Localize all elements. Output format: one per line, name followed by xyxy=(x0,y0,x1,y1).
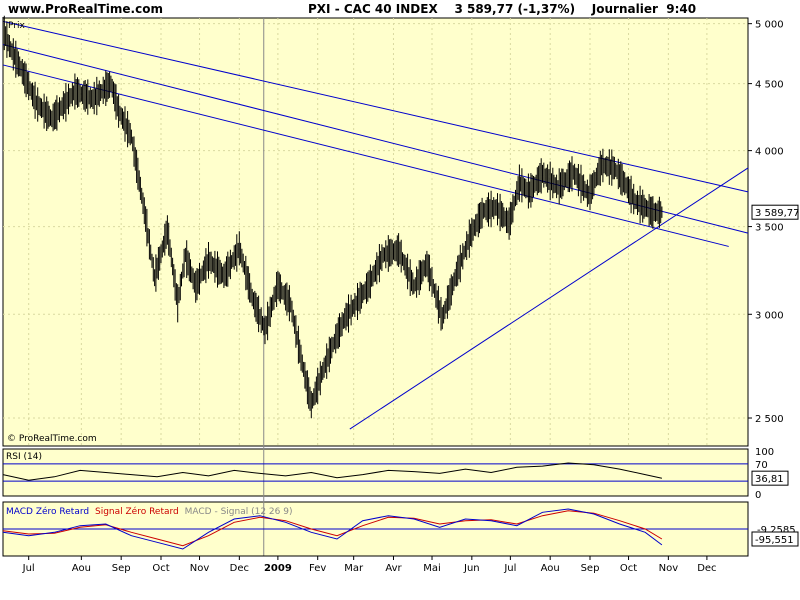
copyright-label: © ProRealTime.com xyxy=(7,434,97,444)
time-tick-label: Avr xyxy=(385,563,402,574)
rsi-last-box xyxy=(751,470,789,486)
price-change: (-1,37%) xyxy=(517,2,576,16)
rsi-tick-label: 0 xyxy=(755,490,761,501)
price-grid xyxy=(3,18,748,556)
macd-legend: MACD Zéro Retard Signal Zéro Retard MACD… xyxy=(6,506,292,517)
time-tick-label: Jul xyxy=(503,563,516,574)
macd-last-label: -95,551 xyxy=(755,535,794,546)
time-tick-label: Sep xyxy=(581,563,600,574)
time-tick-label: Aou xyxy=(541,563,560,574)
time-tick-label: Dec xyxy=(230,563,249,574)
time-tick-label: 2009 xyxy=(264,563,292,574)
rsi-tick-label: 70 xyxy=(755,460,768,471)
time-tick-label: Sep xyxy=(112,563,131,574)
trendline xyxy=(2,20,749,193)
rsi-indicator: 0307010036,81 xyxy=(2,447,789,501)
instrument-title: PXI - CAC 40 INDEX 3 589,77 (-1,37%) Jou… xyxy=(308,2,696,16)
time-tick-label: Nov xyxy=(190,563,210,574)
trendlines xyxy=(2,20,749,430)
time-tick-label: Dec xyxy=(697,563,716,574)
price-tick-label: 3 500 xyxy=(755,223,784,234)
macd-indicator: -9,2585-95,551 xyxy=(2,508,799,550)
price-panel xyxy=(2,17,749,447)
time-tick-label: Oct xyxy=(152,563,169,574)
time-tick-label: Fev xyxy=(309,563,326,574)
macd-signal-line xyxy=(2,510,663,547)
rsi-label: RSI (14) xyxy=(6,452,42,462)
price-tick-label: 4 000 xyxy=(755,147,784,158)
time-tick-label: Jul xyxy=(22,563,35,574)
price-tick-label: 2 500 xyxy=(755,414,784,425)
price-label: Prix xyxy=(8,21,25,31)
price-tick-label: 4 500 xyxy=(755,80,784,91)
chart-header: www.ProRealTime.com PXI - CAC 40 INDEX 3… xyxy=(0,0,800,18)
price-series-line xyxy=(2,15,663,419)
rsi-last-label: 36,81 xyxy=(755,474,784,485)
macd-legend-diff: MACD - Signal (12 26 9) xyxy=(185,507,293,517)
time-label: 9:40 xyxy=(666,2,697,16)
site-name: www.ProRealTime.com xyxy=(8,2,163,16)
time-tick-label: Oct xyxy=(620,563,637,574)
instrument-name: PXI - CAC 40 INDEX xyxy=(308,2,438,16)
trendline xyxy=(2,44,749,234)
price-axis: 2 500 3 000 3 500 4 000 4 500 5 000 xyxy=(748,20,784,425)
price-tick-label: 3 000 xyxy=(755,310,784,321)
trendline xyxy=(2,64,729,247)
time-tick-label: Mai xyxy=(423,563,441,574)
last-price: 3 589,77 xyxy=(454,2,514,16)
rsi-tick-label: 100 xyxy=(755,447,774,458)
macd-line xyxy=(2,508,663,550)
macd-last-box xyxy=(751,531,799,547)
time-tick-label: Mar xyxy=(344,563,364,574)
time-tick-label: Jun xyxy=(463,563,480,574)
rsi-line xyxy=(2,462,663,481)
macd-legend-macd: MACD Zéro Retard xyxy=(6,506,89,517)
macd-legend-signal: Signal Zéro Retard xyxy=(95,506,179,517)
time-axis: Jul Aou Sep Oct Nov Dec 2009 Fev Mar Avr Mai Jun Jul… xyxy=(3,555,748,574)
last-value-marker: 3 589,77 xyxy=(751,204,800,220)
time-tick-label: Aou xyxy=(72,563,91,574)
macd-signal-last-label: -9,2585 xyxy=(757,525,796,536)
last-value-label: 3 589,77 xyxy=(755,208,800,219)
period-label: Journalier xyxy=(591,2,658,16)
price-tick-label: 5 000 xyxy=(755,20,784,31)
trendline xyxy=(349,167,749,430)
time-tick-label: Nov xyxy=(659,563,679,574)
